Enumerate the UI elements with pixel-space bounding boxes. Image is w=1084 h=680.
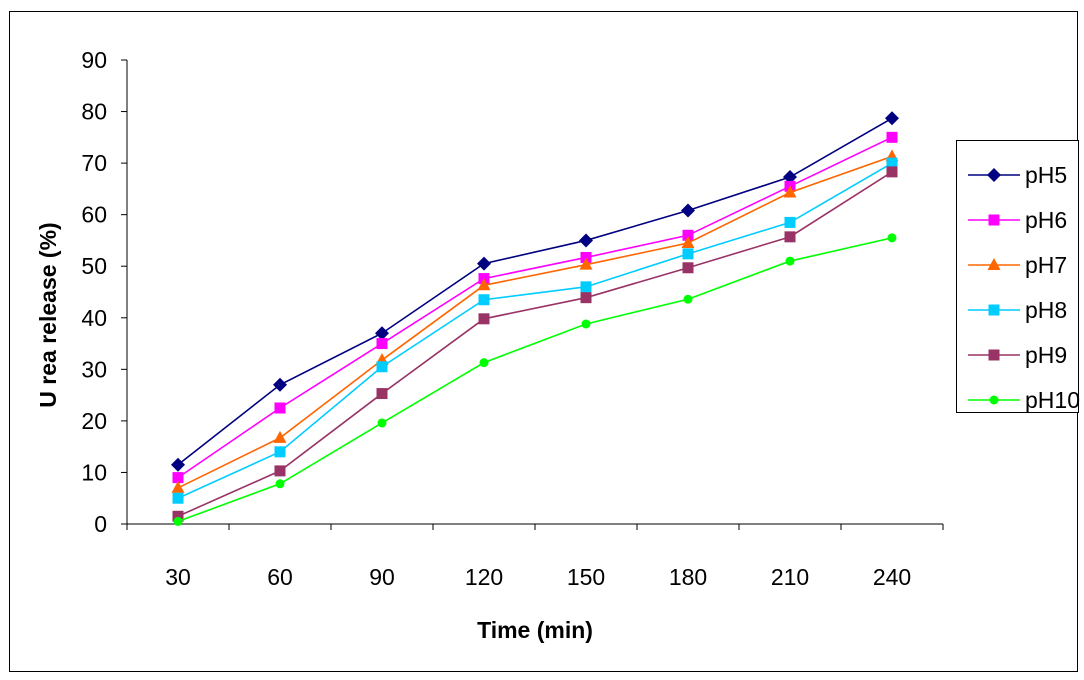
chart-border: [9, 11, 1078, 672]
data-point: [784, 231, 796, 243]
legend-item-ph6: pH6: [968, 207, 1067, 233]
data-point: [274, 402, 286, 414]
data-point: [681, 203, 695, 218]
data-point: [376, 338, 388, 350]
legend-label: pH10: [1025, 387, 1080, 413]
data-point: [274, 446, 286, 458]
data-point: [273, 377, 287, 392]
data-point: [683, 294, 693, 304]
legend-item-ph8: pH8: [968, 297, 1067, 323]
legend-item-ph9: pH9: [968, 342, 1067, 368]
data-point: [275, 479, 285, 489]
data-point: [580, 292, 592, 304]
x-tick-label: 90: [369, 564, 395, 590]
data-point: [479, 358, 489, 368]
data-point: [477, 256, 491, 271]
data-point: [579, 257, 593, 270]
data-point: [682, 229, 694, 241]
legend-item-ph10: pH10: [968, 387, 1080, 413]
data-point: [580, 281, 592, 293]
series-line: [177, 237, 893, 523]
legend-item-ph7: pH7: [968, 252, 1067, 278]
data-point: [377, 418, 387, 428]
data-point: [478, 294, 490, 306]
y-tick-label: 90: [81, 47, 107, 73]
data-point: [172, 510, 184, 522]
legend-label: pH7: [1025, 252, 1067, 278]
data-point: [682, 262, 694, 274]
data-point: [580, 251, 592, 263]
x-tick-label: 150: [567, 564, 605, 590]
y-tick-label: 0: [94, 511, 107, 537]
y-axis-title: U rea release (%): [35, 222, 61, 407]
legend-label: pH6: [1025, 207, 1067, 233]
data-point: [783, 185, 797, 198]
series-ph9: [172, 166, 898, 522]
y-tick-label: 60: [81, 202, 107, 228]
data-point: [172, 492, 184, 504]
data-point: [376, 361, 388, 373]
series-line: [177, 171, 893, 517]
series-ph10: [173, 233, 897, 526]
legend-box: [956, 140, 1079, 413]
series-layer: [171, 111, 899, 526]
y-tick-label: 10: [81, 459, 107, 485]
data-point: [171, 480, 185, 493]
data-point: [989, 395, 999, 405]
data-point: [886, 166, 898, 178]
data-point: [784, 216, 796, 228]
data-point: [988, 349, 1000, 361]
data-point: [579, 233, 593, 248]
legend-label: pH8: [1025, 297, 1067, 323]
data-point: [274, 465, 286, 477]
data-point: [885, 111, 899, 126]
data-point: [987, 168, 1001, 182]
data-point: [376, 388, 388, 400]
series-ph5: [171, 111, 899, 472]
legend: pH5 pH6 pH7 pH8 pH9 pH10: [956, 140, 1080, 413]
x-tick-label: 120: [465, 564, 503, 590]
data-point: [783, 170, 797, 185]
data-point: [681, 236, 695, 249]
data-point: [785, 256, 795, 266]
series-line: [177, 155, 893, 489]
series-ph8: [172, 157, 898, 504]
data-point: [988, 304, 1000, 316]
legend-label: pH5: [1025, 162, 1067, 188]
y-tick-label: 50: [81, 253, 107, 279]
y-tick-label: 30: [81, 356, 107, 382]
data-point: [171, 457, 185, 472]
data-point: [273, 430, 287, 443]
data-point: [581, 319, 591, 329]
data-point: [478, 313, 490, 325]
data-point: [886, 131, 898, 143]
y-tick-label: 80: [81, 99, 107, 125]
series-line: [177, 162, 893, 499]
legend-item-ph5: pH5: [968, 162, 1067, 188]
series-line: [177, 136, 893, 479]
legend-label: pH9: [1025, 342, 1067, 368]
data-point: [887, 233, 897, 243]
data-point: [173, 516, 183, 526]
data-point: [172, 472, 184, 484]
x-tick-label: 30: [165, 564, 191, 590]
x-tick-label: 240: [873, 564, 911, 590]
y-tick-label: 40: [81, 305, 107, 331]
data-point: [682, 248, 694, 260]
data-point: [477, 278, 491, 291]
data-point: [988, 214, 1000, 226]
y-tick-label: 70: [81, 150, 107, 176]
data-point: [987, 258, 1001, 270]
series-line: [177, 117, 893, 466]
data-point: [886, 157, 898, 169]
x-tick-label: 60: [267, 564, 293, 590]
data-point: [375, 326, 389, 341]
y-tick-label: 20: [81, 408, 107, 434]
x-axis-title: Time (min): [477, 617, 593, 643]
axes: 0 10 20 30 40 50 60 70 80 90 30 60 90 120 150 180 210 240: [81, 47, 944, 590]
x-tick-label: 180: [669, 564, 707, 590]
x-tick-label: 210: [771, 564, 809, 590]
